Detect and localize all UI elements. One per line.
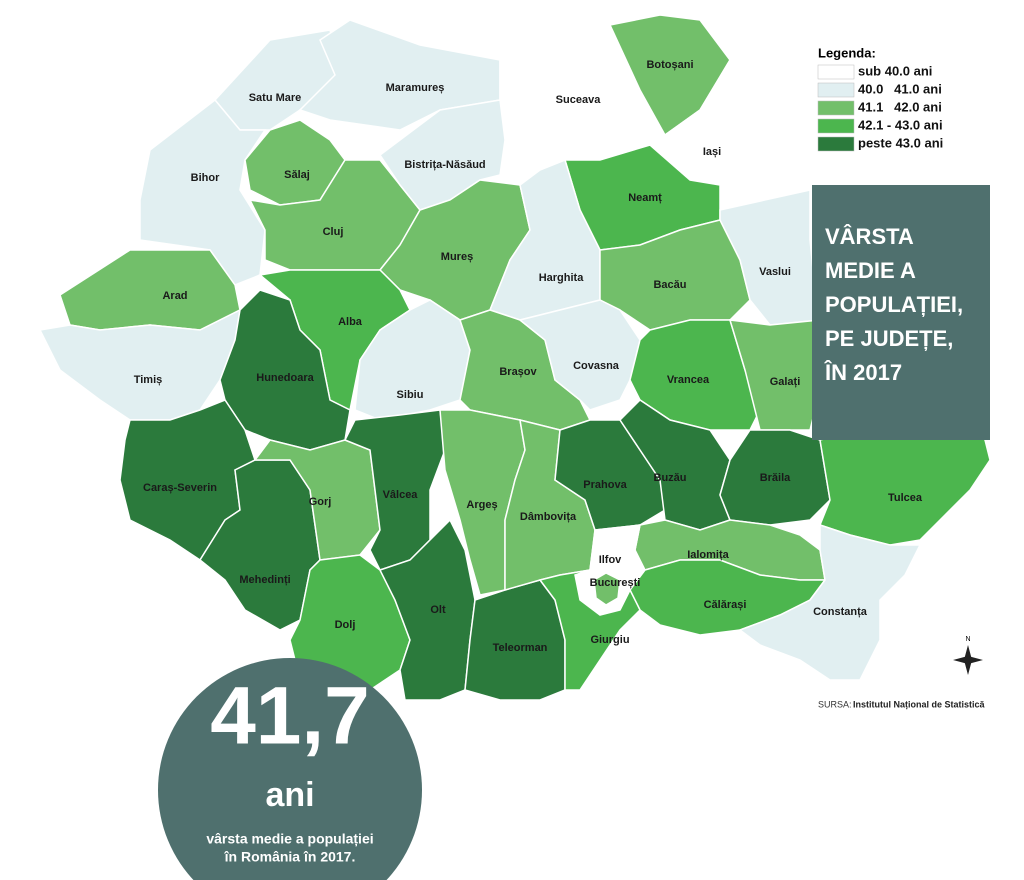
county [538, 569, 641, 691]
county [378, 518, 476, 701]
county-label: Cluj [323, 226, 344, 238]
county [593, 572, 621, 606]
legend-swatch [817, 118, 855, 134]
legend-label: 41.1 42.0 ani [858, 99, 942, 114]
panel-title-line: MEDIE A [825, 258, 916, 283]
highlight-circle [158, 658, 422, 880]
county-label: Ilfov [599, 554, 622, 566]
county-label: Neamț [628, 192, 662, 204]
county-label: Dolj [335, 619, 356, 631]
county-label: Galați [770, 376, 801, 388]
county [464, 579, 566, 701]
county-label: Tulcea [888, 492, 923, 504]
county-label: Teleorman [493, 642, 548, 654]
county [499, 29, 662, 171]
county-label: Hunedoara [256, 372, 314, 384]
caption-line: în România în 2017. [224, 849, 356, 865]
compass: N [953, 636, 983, 675]
compass-north: N [965, 636, 970, 643]
county [378, 99, 506, 211]
county-label: Vâlcea [383, 489, 419, 501]
panel-title-line: POPULAȚIEI, [825, 292, 963, 317]
source-text: Institutul Național de Statistică [853, 699, 986, 709]
county-label: Suceava [556, 94, 602, 106]
county-label: Mureș [441, 251, 473, 263]
county-label: Olt [430, 604, 446, 616]
highlight-unit: ani [265, 776, 314, 814]
legend-swatch [817, 100, 855, 116]
county-label: Giurgiu [590, 634, 629, 646]
source-label: SURSA: [818, 699, 852, 709]
legend-title: Legenda: [818, 45, 876, 60]
county [38, 308, 241, 421]
county-label: Timiș [134, 374, 163, 386]
county-label: Iași [703, 146, 721, 158]
legend: Legenda: sub 40.0 ani 40.0 41.0 ani 41.1 4… [817, 45, 943, 152]
county-label: Dâmbovița [520, 511, 577, 523]
county-label: Buzău [654, 472, 687, 484]
county-label: Ialomița [687, 549, 729, 561]
panel-title-line: VÂRSTA [825, 224, 914, 249]
legend-label: 40.0 41.0 ani [858, 81, 942, 96]
county-label: Vaslui [759, 266, 791, 278]
county-label: Satu Mare [249, 92, 302, 104]
panel-title-line: ÎN 2017 [824, 360, 902, 385]
county-label: Botoșani [646, 59, 693, 71]
legend-swatch [817, 136, 855, 152]
compass-rose [953, 656, 983, 664]
title-panel [812, 185, 990, 440]
county-label: Călărași [704, 599, 747, 611]
county-label: Bistrița-Năsăud [404, 159, 485, 171]
highlight-value: 41,7 [210, 671, 370, 762]
county-label: Bacău [653, 279, 686, 291]
county-label: Alba [338, 316, 363, 328]
legend-label: sub 40.0 ani [858, 63, 932, 78]
highlight-caption: vârsta medie a populației în România în 2… [206, 831, 373, 865]
county [663, 58, 812, 211]
county-label: Caraș-Severin [143, 482, 217, 494]
county-label: Mehedinți [239, 574, 290, 586]
county-label: Sălaj [284, 169, 310, 181]
county [59, 249, 241, 331]
panel-title-line: PE JUDEȚE, [825, 326, 953, 351]
county-label: București [590, 577, 641, 589]
counties [38, 14, 991, 701]
county-label: Harghita [539, 272, 585, 284]
county-label: Brașov [499, 366, 537, 378]
county-label: Sibiu [397, 389, 424, 401]
county [518, 299, 641, 411]
legend-swatch [817, 64, 855, 80]
county-labels: Satu Mare Maramureș Suceava Botoșani Iași Bih… [134, 59, 923, 654]
county-label: Gorj [309, 496, 332, 508]
county [738, 523, 922, 681]
county-label: Prahova [583, 479, 627, 491]
county-label: Covasna [573, 360, 620, 372]
legend-label: peste 43.0 ani [858, 135, 943, 150]
legend-label: 42.1 - 43.0 ani [858, 117, 943, 132]
county [629, 319, 761, 431]
county-label: Arad [162, 290, 187, 302]
county-label: Bihor [191, 172, 220, 184]
county-label: Argeș [466, 499, 497, 511]
county-label: Constanța [813, 606, 868, 618]
county-label: Maramureș [386, 82, 445, 94]
legend-swatch [817, 82, 855, 98]
county-label: Brăila [760, 472, 791, 484]
caption-line: vârsta medie a populației [206, 831, 373, 847]
panel-title: VÂRSTA MEDIE A POPULAȚIEI, PE JUDEȚE, ÎN 201… [824, 224, 963, 385]
county-label: Vrancea [667, 374, 710, 386]
